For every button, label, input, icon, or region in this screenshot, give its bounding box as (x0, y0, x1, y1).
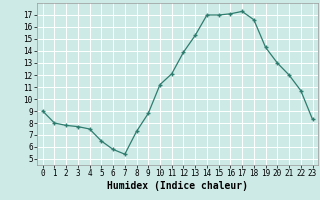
X-axis label: Humidex (Indice chaleur): Humidex (Indice chaleur) (107, 181, 248, 191)
